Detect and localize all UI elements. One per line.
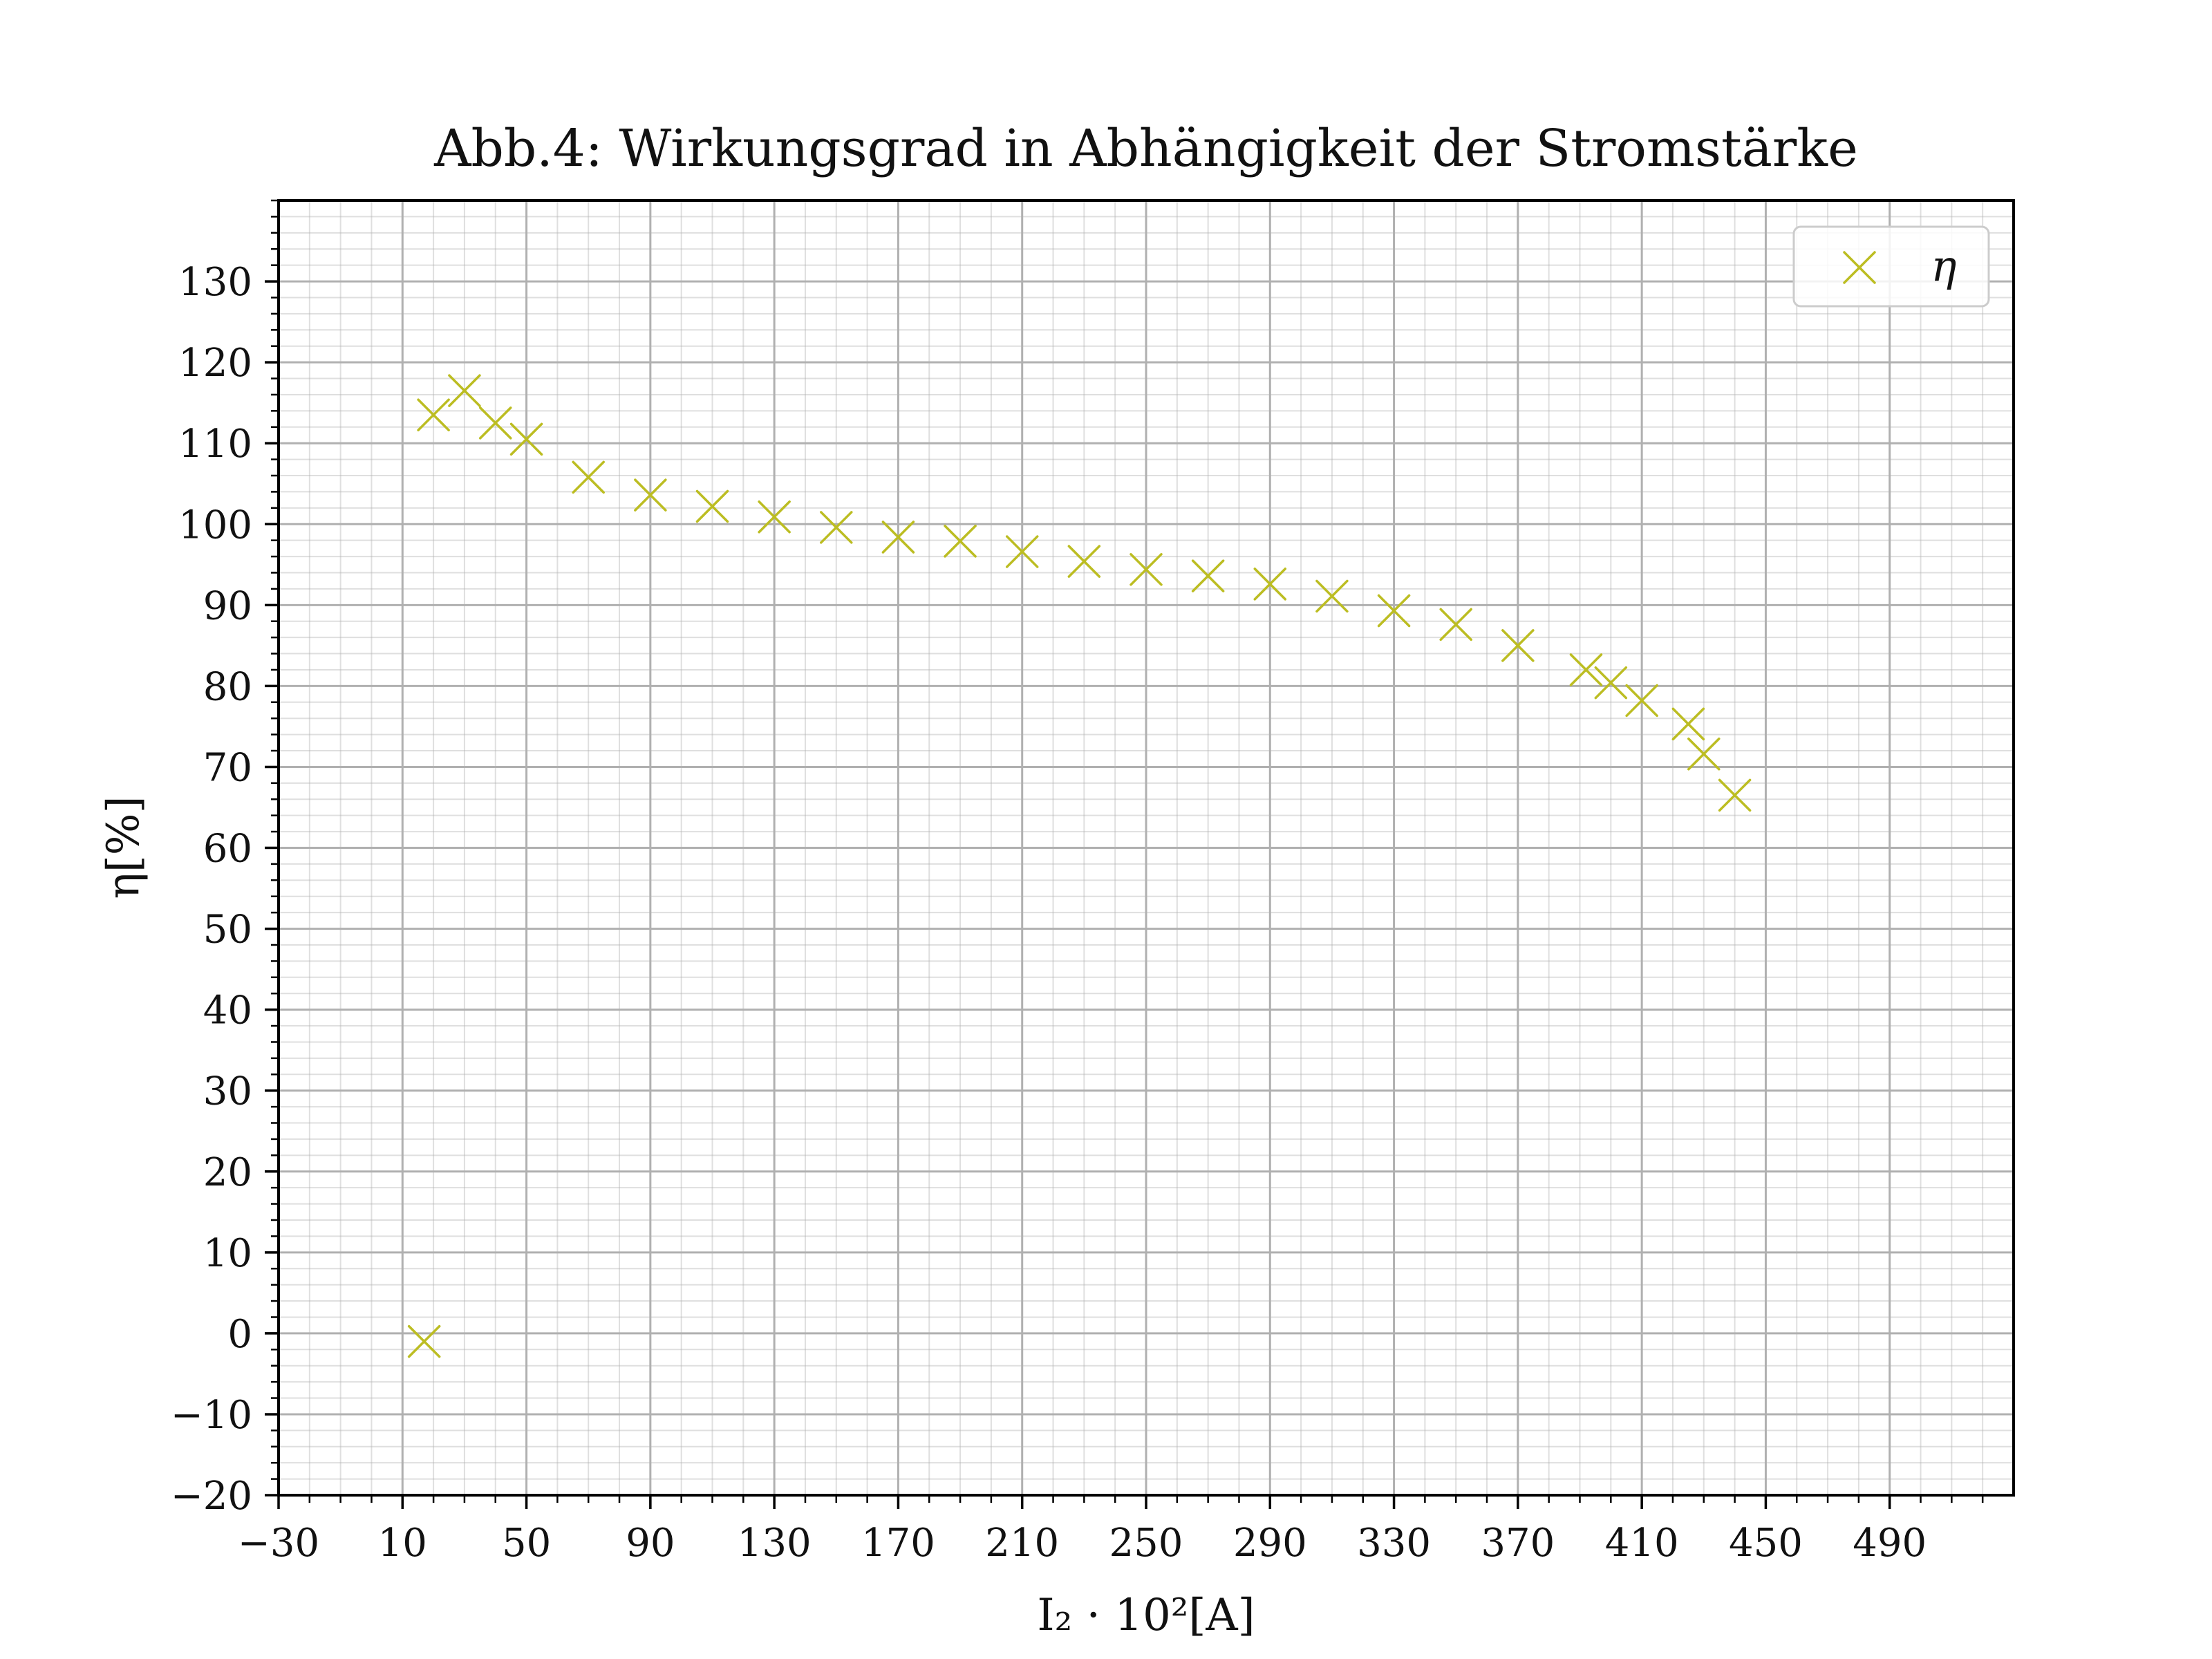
legend-box <box>1792 225 1990 308</box>
x-axis: −30 10 50 90 130 170 210 250 290 330 370 410 450 490 <box>238 1495 1984 1566</box>
x-tick-label: 410 <box>1605 1521 1679 1566</box>
legend-marker <box>1843 251 1876 284</box>
x-tick-label: 330 <box>1357 1521 1431 1566</box>
y-tick-label: 70 <box>203 745 252 790</box>
data-point <box>695 489 729 523</box>
y-tick-label: 40 <box>203 988 252 1033</box>
legend-label: η <box>1931 241 1956 291</box>
data-markers <box>407 374 1752 1358</box>
data-point <box>634 478 667 512</box>
chart-title: Abb.4: Wirkungsgrad in Abhängigkeit der … <box>433 119 1858 178</box>
y-tick-label: 90 <box>203 583 252 628</box>
y-tick-label: −20 <box>171 1474 252 1519</box>
x-tick-label: 10 <box>378 1521 427 1566</box>
data-point <box>1687 737 1721 771</box>
data-point <box>881 521 915 554</box>
plot-area <box>277 199 2015 1497</box>
x-tick-label: −30 <box>238 1521 319 1566</box>
data-point <box>1718 778 1752 812</box>
x-tick-label: 370 <box>1481 1521 1555 1566</box>
y-tick-label: 100 <box>178 503 252 547</box>
y-tick-label: 20 <box>203 1150 252 1195</box>
data-point <box>1067 545 1101 578</box>
x-tick-label: 130 <box>738 1521 812 1566</box>
data-point <box>1253 568 1287 601</box>
x-tick-label: 170 <box>861 1521 935 1566</box>
data-point <box>1191 559 1225 592</box>
data-point <box>758 500 791 534</box>
grid-major <box>277 200 2015 1497</box>
data-point <box>1671 707 1705 741</box>
y-tick-label: −10 <box>171 1393 252 1438</box>
data-point <box>479 406 512 440</box>
data-point <box>820 511 853 544</box>
x-tick-label: 210 <box>985 1521 1059 1566</box>
y-tick-label: 0 <box>227 1312 252 1357</box>
data-point <box>417 398 450 431</box>
y-axis-label: η[%] <box>98 796 149 899</box>
data-point <box>1439 608 1472 641</box>
x-tick-label: 490 <box>1853 1521 1927 1566</box>
y-tick-label: 80 <box>203 664 252 709</box>
y-tick-label: 60 <box>203 827 252 872</box>
data-point <box>1625 684 1658 718</box>
data-point <box>448 374 481 407</box>
data-point <box>509 422 543 456</box>
data-point <box>572 460 605 494</box>
y-tick-label: 110 <box>178 422 252 467</box>
legend[interactable]: η <box>1792 225 1990 308</box>
x-tick-label: 450 <box>1729 1521 1803 1566</box>
y-tick-label: 30 <box>203 1069 252 1114</box>
y-tick-label: 120 <box>178 341 252 386</box>
data-point <box>407 1324 441 1358</box>
data-point <box>1569 653 1603 686</box>
data-point <box>1501 629 1535 662</box>
x-axis-label: I₂ · 10²[A] <box>1037 1590 1255 1641</box>
y-tick-label: 130 <box>178 260 252 305</box>
data-point <box>1005 535 1039 568</box>
data-point <box>1315 579 1349 613</box>
x-tick-label: 290 <box>1233 1521 1307 1566</box>
x-tick-label: 250 <box>1109 1521 1183 1566</box>
data-point <box>1594 666 1628 700</box>
y-axis: −20 −10 0 10 20 30 40 50 60 70 80 90 100 110 120 130 <box>171 199 279 1519</box>
x-tick-label: 90 <box>626 1521 675 1566</box>
y-tick-label: 10 <box>203 1231 252 1276</box>
y-tick-label: 50 <box>203 908 252 953</box>
data-point <box>1130 553 1163 586</box>
data-point <box>1377 594 1411 628</box>
x-tick-label: 50 <box>502 1521 551 1566</box>
legend-marker-x <box>1843 251 1876 284</box>
data-point <box>944 525 977 558</box>
